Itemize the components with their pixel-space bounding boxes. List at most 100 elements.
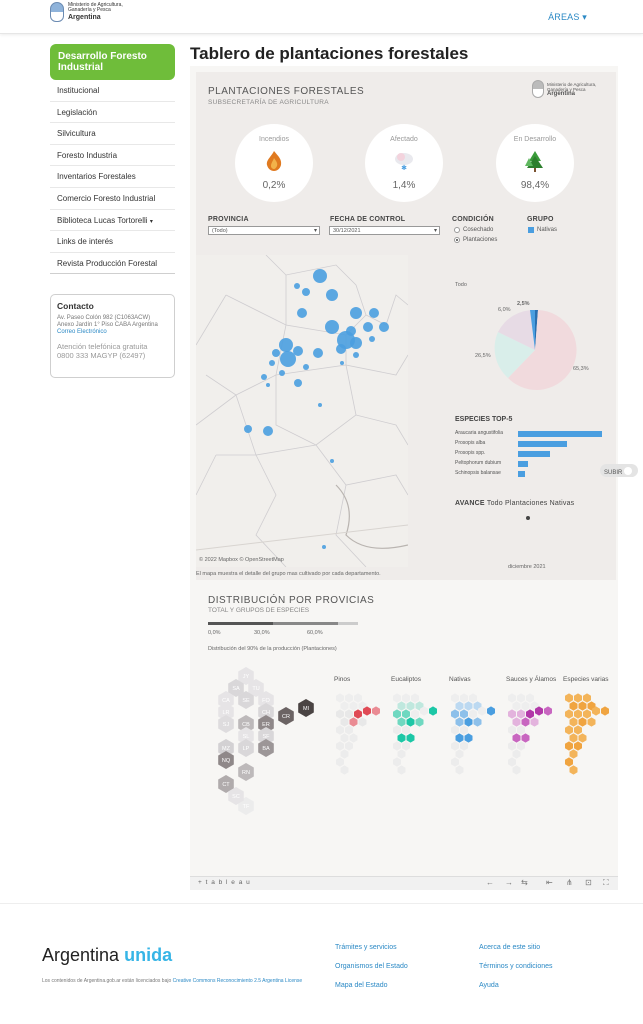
group-hex[interactable] bbox=[469, 709, 477, 719]
map-bubble[interactable] bbox=[350, 337, 362, 349]
group-hex[interactable] bbox=[402, 741, 410, 751]
group-hex[interactable] bbox=[336, 709, 344, 719]
map-bubble[interactable] bbox=[272, 349, 280, 357]
sidebar-item-biblioteca[interactable]: Biblioteca Lucas Tortorelli ▾ bbox=[50, 210, 175, 232]
group-hex[interactable] bbox=[512, 733, 521, 743]
group-hex[interactable] bbox=[569, 765, 578, 775]
province-hex[interactable] bbox=[238, 715, 254, 733]
footer-link[interactable]: Ayuda bbox=[479, 982, 499, 989]
group-hex[interactable] bbox=[340, 749, 349, 759]
group-hex[interactable] bbox=[565, 741, 573, 751]
province-hex[interactable] bbox=[218, 739, 234, 757]
group-hex[interactable] bbox=[349, 701, 358, 711]
group-hex[interactable] bbox=[354, 709, 362, 719]
province-hex[interactable] bbox=[258, 715, 274, 733]
group-hex[interactable] bbox=[587, 717, 596, 727]
group-hex[interactable] bbox=[574, 709, 582, 719]
group-hex[interactable] bbox=[345, 693, 353, 703]
group-hex[interactable] bbox=[592, 706, 600, 716]
province-hex[interactable] bbox=[258, 739, 274, 757]
redo-icon[interactable]: → bbox=[505, 878, 513, 887]
group-hex[interactable] bbox=[397, 717, 406, 727]
group-hex[interactable] bbox=[521, 701, 530, 711]
radio-plantaciones[interactable]: Plantaciones bbox=[454, 237, 497, 243]
group-hex[interactable] bbox=[393, 725, 401, 735]
species-bar[interactable] bbox=[518, 461, 528, 467]
group-hex[interactable] bbox=[451, 757, 459, 767]
map-bubble[interactable] bbox=[322, 545, 326, 549]
group-hex[interactable] bbox=[569, 717, 578, 727]
download-icon[interactable]: ⊡ bbox=[585, 878, 592, 887]
group-hex[interactable] bbox=[345, 741, 353, 751]
group-hex[interactable] bbox=[565, 725, 573, 735]
group-hex[interactable] bbox=[508, 709, 516, 719]
radio-cosechado[interactable]: Cosechado bbox=[454, 227, 493, 233]
group-hex[interactable] bbox=[530, 717, 539, 727]
map-bubble[interactable] bbox=[313, 269, 327, 283]
revert-icon[interactable]: ⇆ bbox=[521, 878, 528, 887]
group-hex[interactable] bbox=[451, 725, 459, 735]
group-hex[interactable] bbox=[451, 741, 459, 751]
group-pie-chart[interactable] bbox=[490, 300, 590, 400]
group-hex[interactable] bbox=[345, 725, 353, 735]
sidebar-item[interactable]: Institucional bbox=[50, 80, 175, 102]
group-hex[interactable] bbox=[451, 693, 459, 703]
group-hex[interactable] bbox=[397, 733, 406, 743]
map-bubble[interactable] bbox=[266, 383, 270, 387]
group-hex[interactable] bbox=[469, 693, 477, 703]
map-bubble[interactable] bbox=[340, 361, 344, 365]
group-hex[interactable] bbox=[363, 706, 371, 716]
map-bubble[interactable] bbox=[326, 289, 338, 301]
group-hex[interactable] bbox=[526, 709, 534, 719]
province-hex[interactable] bbox=[238, 691, 254, 709]
group-hex[interactable] bbox=[402, 725, 410, 735]
map-bubble[interactable] bbox=[279, 338, 293, 352]
map-bubble[interactable] bbox=[353, 352, 359, 358]
sidebar-item[interactable]: Links de interés bbox=[50, 231, 175, 253]
map-bubble[interactable] bbox=[261, 374, 267, 380]
group-hex[interactable] bbox=[574, 741, 582, 751]
group-hex[interactable] bbox=[372, 706, 380, 716]
group-hex[interactable] bbox=[460, 725, 468, 735]
group-hex[interactable] bbox=[601, 706, 609, 716]
sidebar-item[interactable]: Inventarios Forestales bbox=[50, 166, 175, 188]
group-hex[interactable] bbox=[544, 706, 552, 716]
group-hex[interactable] bbox=[521, 733, 530, 743]
group-hex[interactable] bbox=[336, 757, 344, 767]
group-hex[interactable] bbox=[508, 741, 516, 751]
group-hex[interactable] bbox=[565, 757, 573, 767]
group-hex[interactable] bbox=[569, 733, 578, 743]
sidebar-item[interactable]: Comercio Foresto Industrial bbox=[50, 188, 175, 210]
footer-link[interactable]: Términos y condiciones bbox=[479, 963, 553, 970]
sidebar-item[interactable]: Revista Producción Forestal bbox=[50, 253, 175, 275]
plantations-map[interactable] bbox=[196, 255, 408, 567]
group-hex[interactable] bbox=[397, 749, 406, 759]
group-hex[interactable] bbox=[455, 749, 464, 759]
group-hex[interactable] bbox=[455, 717, 464, 727]
map-bubble[interactable] bbox=[318, 403, 322, 407]
province-hex[interactable] bbox=[258, 703, 274, 721]
group-hex[interactable] bbox=[340, 733, 349, 743]
group-hex[interactable] bbox=[574, 725, 582, 735]
group-hex[interactable] bbox=[464, 733, 473, 743]
group-hex[interactable] bbox=[349, 733, 358, 743]
group-hex[interactable] bbox=[460, 709, 468, 719]
group-hex[interactable] bbox=[473, 717, 482, 727]
contact-email-link[interactable]: Correo Electrónico bbox=[57, 329, 107, 335]
province-hex[interactable] bbox=[278, 707, 294, 725]
map-bubble[interactable] bbox=[330, 459, 334, 463]
ministry-logo[interactable]: Ministerio de Agricultura, Ganadería y P… bbox=[50, 2, 123, 22]
group-hex[interactable] bbox=[336, 725, 344, 735]
group-hex[interactable] bbox=[487, 706, 495, 716]
group-hex[interactable] bbox=[512, 749, 521, 759]
undo-icon[interactable]: ← bbox=[486, 878, 494, 887]
group-hex[interactable] bbox=[406, 701, 415, 711]
group-hex[interactable] bbox=[393, 741, 401, 751]
group-hex[interactable] bbox=[415, 717, 424, 727]
tableau-logo[interactable]: + t a b l e a u bbox=[198, 879, 251, 886]
map-bubble[interactable] bbox=[379, 322, 389, 332]
grupo-legend-nativas[interactable]: Nativas bbox=[528, 227, 557, 233]
map-bubble[interactable] bbox=[336, 344, 346, 354]
group-hex[interactable] bbox=[358, 717, 367, 727]
